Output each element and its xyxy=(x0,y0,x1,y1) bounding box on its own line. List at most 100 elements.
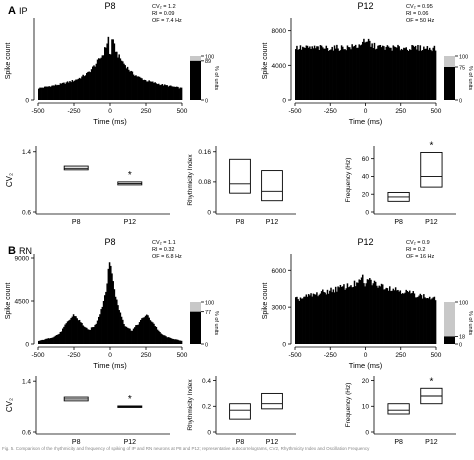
histogram-bar xyxy=(364,286,366,344)
x-tick-label: 250 xyxy=(395,108,406,115)
histogram-bar xyxy=(343,49,345,100)
histogram-bar xyxy=(381,284,384,344)
histogram-bar xyxy=(418,295,420,344)
histogram-bar xyxy=(57,334,59,344)
histogram-bar xyxy=(143,317,146,344)
group-label: P8 xyxy=(394,439,403,446)
histogram-bar xyxy=(146,314,148,344)
y-tick-label: 6000 xyxy=(272,268,287,275)
histogram-bar xyxy=(345,50,348,100)
histogram-bar xyxy=(76,79,78,100)
histogram-bar xyxy=(48,338,51,344)
histogram-bar xyxy=(316,46,318,100)
histogram-bar xyxy=(327,293,330,344)
histogram-bar xyxy=(399,50,402,100)
y-tick-label: 60 xyxy=(362,156,370,163)
histogram-bar xyxy=(60,331,63,344)
histogram-bar xyxy=(148,317,150,344)
histogram-bar xyxy=(68,82,70,100)
histogram-bar xyxy=(86,72,88,100)
histogram-bar xyxy=(167,337,170,344)
x-axis-label: Time (ms) xyxy=(349,361,383,370)
histogram-bar xyxy=(349,286,351,344)
y-tick-label: 0 xyxy=(207,429,211,436)
histogram-bar xyxy=(87,329,89,344)
x-tick-label: 0 xyxy=(364,352,368,359)
histogram-bar xyxy=(311,46,313,100)
histogram-bar xyxy=(331,292,333,344)
histogram-bar xyxy=(102,300,105,344)
histogram-bar xyxy=(158,83,160,100)
histogram-bar xyxy=(93,65,95,100)
stat-text: OF = 7.4 Hz xyxy=(152,18,182,24)
histogram-bar xyxy=(323,291,325,344)
histogram-bar xyxy=(305,45,308,100)
histogram-bar xyxy=(338,287,340,344)
histogram-bar xyxy=(363,38,365,100)
histogram-bar xyxy=(376,285,378,344)
x-axis-label: Time (ms) xyxy=(349,117,383,126)
histogram-bar xyxy=(74,80,76,100)
histogram-bar xyxy=(40,87,42,100)
histogram-bar xyxy=(46,338,48,344)
histogram-bar xyxy=(394,47,397,100)
colorbar-grey-segment xyxy=(444,56,455,67)
histogram-bar xyxy=(137,324,140,344)
histogram-bar xyxy=(359,280,362,344)
histogram-bar xyxy=(68,320,70,344)
histogram-bar xyxy=(80,322,82,344)
histogram-bar xyxy=(152,81,154,100)
histogram-bar xyxy=(162,335,165,344)
histogram-bar xyxy=(101,306,104,344)
histogram-bar xyxy=(72,81,75,100)
histogram-bar xyxy=(159,332,161,344)
histogram-bar xyxy=(136,76,138,100)
histogram-bar xyxy=(379,44,382,100)
colorbar-black-segment xyxy=(190,311,201,344)
histogram-bar xyxy=(126,327,129,344)
histogram-bar xyxy=(105,291,107,344)
histogram-bar xyxy=(416,49,418,100)
histogram-bar xyxy=(107,268,110,344)
x-tick-label: -250 xyxy=(67,108,80,115)
histogram-bar xyxy=(407,292,410,344)
histogram-bar xyxy=(339,284,342,344)
histogram-bar xyxy=(378,285,380,344)
histogram-bar xyxy=(167,86,170,100)
histogram-bar xyxy=(390,291,392,344)
histogram-bar xyxy=(119,58,122,100)
y-axis-label: Rhythmicity Index xyxy=(187,379,194,431)
histogram-bar xyxy=(424,297,426,344)
histogram-bar xyxy=(361,274,364,344)
x-tick-label: 500 xyxy=(177,352,188,359)
histogram-bar xyxy=(366,279,369,344)
histogram-bar xyxy=(47,338,50,344)
histogram-bar xyxy=(89,329,92,344)
histogram-bar xyxy=(386,45,389,100)
histogram-bar xyxy=(385,287,387,344)
histogram-bar xyxy=(118,310,120,344)
histogram-bar xyxy=(342,286,344,344)
panel-region-RN: RN xyxy=(19,246,32,256)
autocorrelogram-IP-P8 xyxy=(38,36,183,100)
histogram-bar xyxy=(314,48,317,100)
histogram-bar xyxy=(107,36,110,100)
stat-text: RI = 0.06 xyxy=(406,11,428,17)
histogram-bar xyxy=(296,296,298,344)
histogram-bar xyxy=(62,82,64,100)
y-tick-label: 0.6 xyxy=(22,429,31,436)
histogram-bar xyxy=(425,298,427,344)
stat-text: CV₂ = 0.95 xyxy=(406,4,433,10)
histogram-bar xyxy=(408,49,411,100)
histogram-bar xyxy=(371,285,373,344)
histogram-bar xyxy=(95,63,98,100)
histogram-bar xyxy=(98,58,100,100)
histogram-bar xyxy=(414,45,417,100)
x-tick-label: 0 xyxy=(108,108,112,115)
colorbar-black-segment xyxy=(444,336,455,344)
histogram-bar xyxy=(114,296,117,344)
histogram-bar xyxy=(83,76,86,100)
summary-plot-IP-0 xyxy=(63,165,143,186)
histogram-bar xyxy=(126,66,129,100)
histogram-bar xyxy=(99,58,101,100)
